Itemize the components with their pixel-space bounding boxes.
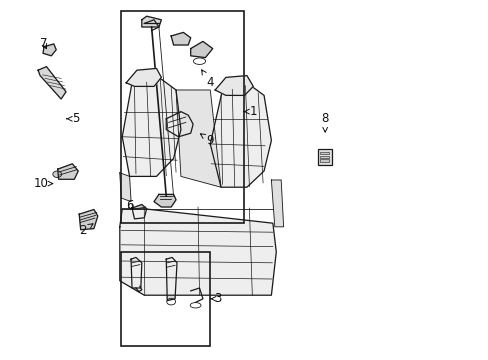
Text: 8: 8 xyxy=(321,112,328,132)
Text: 10: 10 xyxy=(34,177,53,190)
Polygon shape xyxy=(126,68,161,86)
Polygon shape xyxy=(215,76,253,95)
Polygon shape xyxy=(142,16,161,27)
Polygon shape xyxy=(120,209,276,295)
Polygon shape xyxy=(166,257,177,301)
Polygon shape xyxy=(154,194,176,207)
Polygon shape xyxy=(43,44,56,56)
Polygon shape xyxy=(166,112,193,137)
Bar xyxy=(317,149,331,165)
Polygon shape xyxy=(122,79,181,176)
Text: 9: 9 xyxy=(200,134,214,147)
Text: 7: 7 xyxy=(40,37,48,50)
Polygon shape xyxy=(58,164,78,179)
Polygon shape xyxy=(131,257,142,288)
Polygon shape xyxy=(132,204,146,219)
Polygon shape xyxy=(210,85,271,187)
Bar xyxy=(121,252,210,346)
Text: 1: 1 xyxy=(244,105,257,118)
Polygon shape xyxy=(190,41,212,58)
Bar xyxy=(320,152,328,154)
Text: 2: 2 xyxy=(79,224,93,237)
Bar xyxy=(121,11,243,223)
Circle shape xyxy=(53,171,61,177)
Polygon shape xyxy=(171,32,190,45)
Text: 4: 4 xyxy=(201,70,214,89)
Polygon shape xyxy=(79,210,98,230)
Text: 3: 3 xyxy=(210,292,221,305)
Bar xyxy=(320,159,328,162)
Polygon shape xyxy=(271,180,283,227)
Polygon shape xyxy=(176,90,221,187)
Polygon shape xyxy=(120,173,131,202)
Text: 6: 6 xyxy=(125,199,133,212)
Bar xyxy=(320,156,328,158)
Polygon shape xyxy=(38,67,66,99)
Text: 5: 5 xyxy=(66,112,80,125)
